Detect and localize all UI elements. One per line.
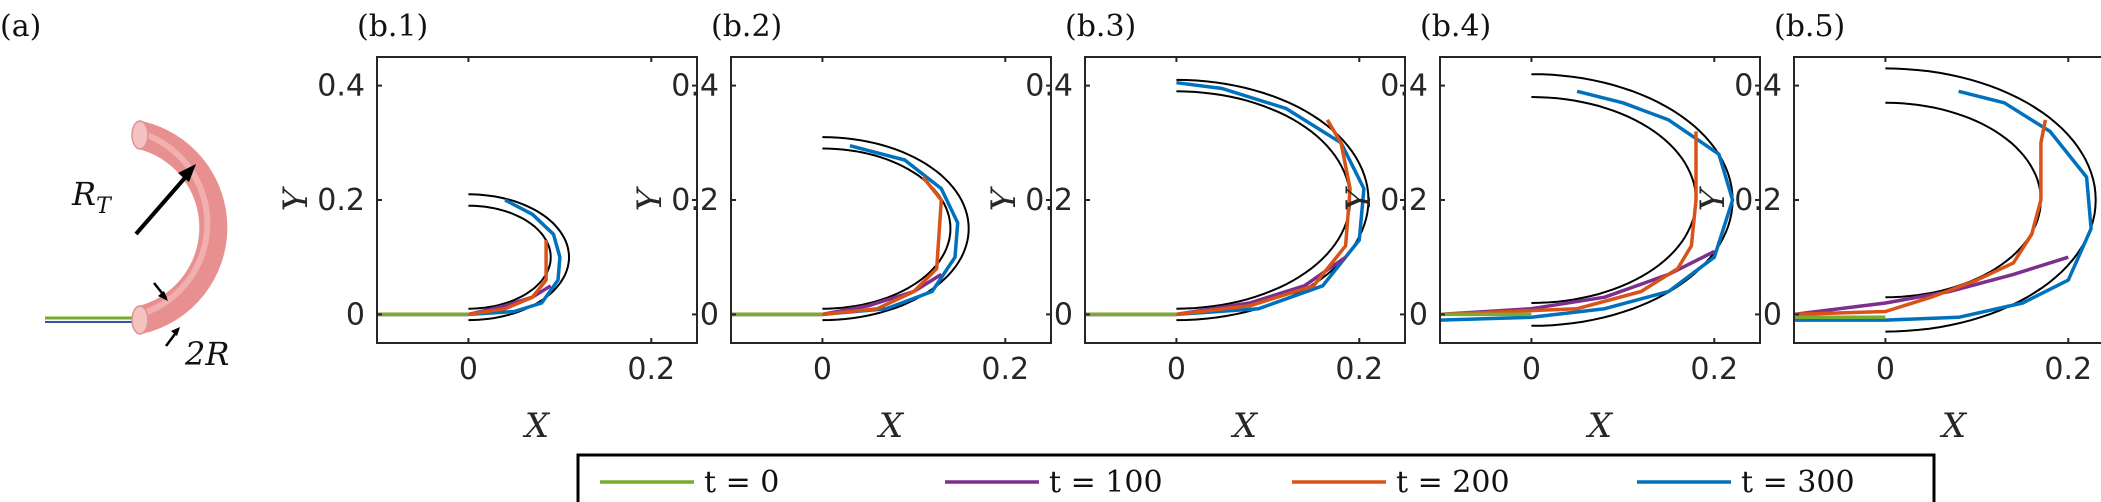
x-tick-label: 0.2: [2044, 352, 2092, 387]
guide-arc-2: [822, 147, 952, 310]
y-axis-title: Y: [984, 185, 1024, 211]
x-tick-label: 0: [813, 352, 832, 387]
legend-label: t = 0: [704, 465, 779, 500]
y-tick-label: 0.4: [317, 69, 365, 104]
y-tick-label: 0.2: [317, 183, 365, 218]
series-line-100: [1794, 255, 2069, 317]
panel-2: (b.2) 0 0.2 0 0.2 0.4 X Y: [630, 9, 1052, 446]
diameter-label: 2R: [184, 335, 229, 373]
series-line-300: [1794, 89, 2093, 322]
plot-area: [1794, 67, 2097, 333]
y-tick-label: 0: [700, 297, 719, 332]
panel-label-a: (a): [0, 9, 41, 44]
tube-bottom-end: [131, 305, 149, 335]
x-tick-label: 0.2: [1335, 352, 1383, 387]
x-tick-label: 0: [1522, 352, 1541, 387]
panel-5: (b.5) 0 0.2 0 0.2 0.4 X Y: [1693, 9, 2101, 446]
radius-arrow-line: [134, 170, 192, 236]
y-tick-label: 0: [1409, 297, 1428, 332]
panel-label: (b.5): [1774, 9, 1845, 44]
y-axis-title: Y: [1339, 185, 1379, 211]
y-tick-label: 0.4: [1734, 69, 1782, 104]
y-axis-title: Y: [276, 185, 316, 211]
x-tick-label: 0: [1167, 352, 1186, 387]
series-line-300: [1440, 89, 1735, 322]
y-tick-label: 0: [1054, 297, 1073, 332]
series-line-300: [1085, 80, 1366, 317]
series-line-200: [1794, 119, 2048, 317]
x-tick-label: 0.2: [981, 352, 1029, 387]
plot-area: [1085, 78, 1370, 322]
tube-top-end: [131, 120, 149, 150]
legend-label: t = 200: [1396, 465, 1510, 500]
diameter-arrowhead-top-icon: [158, 291, 168, 301]
guide-arc-1: [822, 136, 970, 322]
legend-label: t = 100: [1049, 465, 1163, 500]
y-tick-label: 0.2: [1380, 183, 1428, 218]
series-line-200: [731, 176, 944, 317]
radius-arrowhead-icon: [178, 164, 196, 182]
schematic-panel: (a) RT 2R: [0, 9, 229, 373]
y-tick-label: 0.2: [671, 183, 719, 218]
guide-arc-2: [1885, 101, 2042, 299]
x-tick-label: 0: [1876, 352, 1895, 387]
y-tick-label: 0.4: [1380, 69, 1428, 104]
legend-label: t = 300: [1741, 465, 1855, 500]
plot-area: [731, 136, 970, 322]
x-axis-title: X: [1939, 406, 1968, 446]
y-axis-title: Y: [1693, 185, 1733, 211]
y-tick-label: 0.4: [1025, 69, 1073, 104]
series-line-100: [1440, 249, 1716, 317]
guide-arc-1: [1885, 67, 2097, 333]
series-line-200: [1440, 131, 1698, 317]
panel-1: (b.1) 0 0.2 0 0.2 0.4 X Y: [276, 9, 698, 446]
panel-label: (b.4): [1420, 9, 1491, 44]
y-tick-label: 0.2: [1025, 183, 1073, 218]
y-tick-label: 0: [346, 297, 365, 332]
plot-area: [377, 193, 571, 322]
y-tick-label: 0: [1763, 297, 1782, 332]
panel-label: (b.1): [357, 9, 428, 44]
plot-area: [1440, 73, 1735, 327]
y-tick-label: 0.2: [1734, 183, 1782, 218]
legend-box: [576, 453, 1936, 502]
panel-label: (b.2): [711, 9, 782, 44]
x-tick-label: 0.2: [1690, 352, 1738, 387]
series-line-200: [1085, 119, 1352, 317]
panel-3: (b.3) 0 0.2 0 0.2 0.4 X Y: [984, 9, 1406, 446]
x-axis-title: X: [522, 406, 551, 446]
x-tick-label: 0.2: [627, 352, 675, 387]
radius-label: RT: [71, 175, 113, 219]
panel-label: (b.3): [1065, 9, 1136, 44]
x-axis-title: X: [1585, 406, 1614, 446]
x-tick-label: 0: [459, 352, 478, 387]
diameter-arrowhead-bottom-icon: [171, 327, 180, 336]
guide-arc-2: [468, 204, 552, 310]
axes-box: [1793, 56, 2101, 344]
series-line-200: [377, 240, 548, 317]
x-axis-title: X: [876, 406, 905, 446]
y-axis-title: Y: [630, 185, 670, 211]
panel-4: (b.4) 0 0.2 0 0.2 0.4 X Y: [1339, 9, 1761, 446]
y-tick-label: 0.4: [671, 69, 719, 104]
x-axis-title: X: [1230, 406, 1259, 446]
series-line-300: [731, 144, 960, 317]
legend: t = 0 t = 100 t = 200 t = 300: [576, 453, 1936, 502]
chart-panels: (b.1)0 0.200.20.4XY(b.2)0 0.200.20.4XY(b.3…: [276, 9, 2101, 446]
